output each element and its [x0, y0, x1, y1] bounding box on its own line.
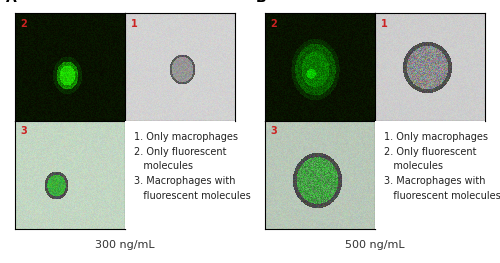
Text: 1. Only macrophages
2. Only fluorescent
   molecules
3. Macrophages with
   fluo: 1. Only macrophages 2. Only fluorescent … [134, 132, 250, 201]
Text: A: A [6, 0, 17, 4]
Text: 1. Only macrophages
2. Only fluorescent
   molecules
3. Macrophages with
   fluo: 1. Only macrophages 2. Only fluorescent … [384, 132, 500, 201]
Text: 2: 2 [270, 18, 277, 29]
Text: 1: 1 [380, 18, 387, 29]
Text: 300 ng/mL: 300 ng/mL [95, 240, 155, 250]
Text: 3: 3 [270, 127, 277, 136]
Text: 500 ng/mL: 500 ng/mL [345, 240, 405, 250]
Text: 1: 1 [130, 18, 137, 29]
Text: 3: 3 [20, 127, 27, 136]
Text: B: B [256, 0, 267, 4]
Text: 2: 2 [20, 18, 27, 29]
